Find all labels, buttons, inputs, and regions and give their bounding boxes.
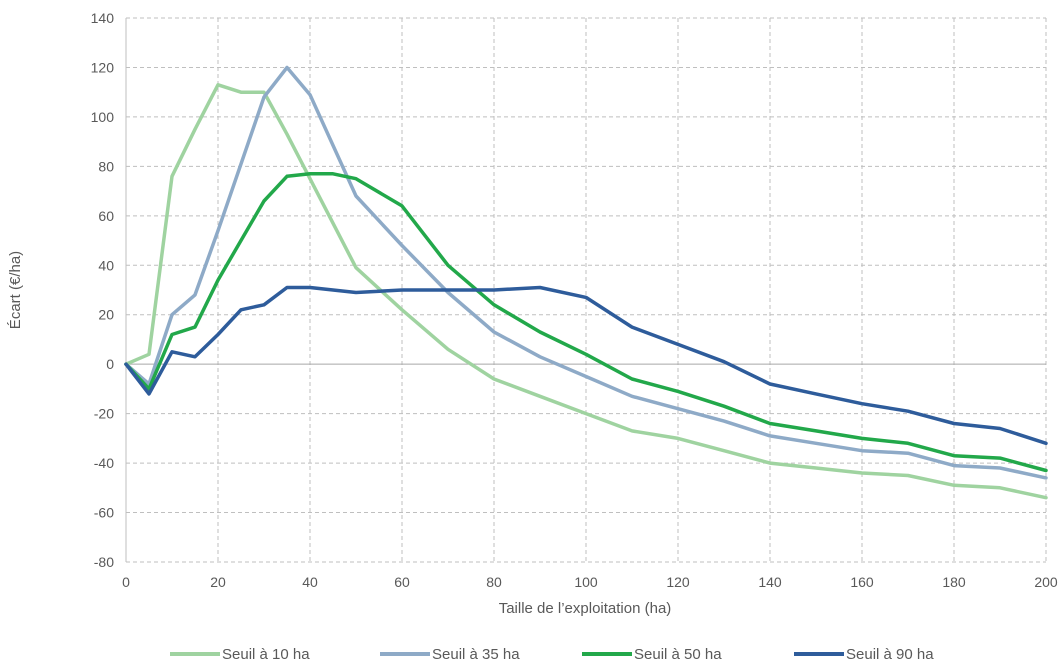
- legend-label: Seuil à 35 ha: [432, 646, 520, 663]
- y-tick-label: 120: [91, 59, 115, 75]
- series-line-3: [124, 172, 1048, 473]
- x-tick-label: 140: [758, 574, 782, 590]
- x-tick-label: 120: [666, 574, 690, 590]
- series-lines: [124, 65, 1048, 500]
- y-tick-label: 80: [98, 158, 114, 174]
- x-tick-label: 100: [574, 574, 598, 590]
- series-line-4: [124, 285, 1048, 446]
- x-tick-label: 180: [942, 574, 966, 590]
- legend: Seuil à 10 ha Seuil à 35 ha Seuil à 50 ha S…: [170, 646, 934, 663]
- legend-item-2: Seuil à 35 ha: [380, 646, 520, 663]
- y-tick-label: 0: [106, 356, 114, 372]
- legend-label: Seuil à 50 ha: [634, 646, 722, 663]
- x-tick-label: 200: [1034, 574, 1058, 590]
- y-tick-label: 20: [98, 307, 114, 323]
- y-tick-label: 40: [98, 257, 114, 273]
- y-tick-label: -20: [94, 406, 114, 422]
- x-tick-label: 40: [302, 574, 318, 590]
- y-tick-labels: -80 -60 -40 -20 0 20 40 60 80 100 120 140: [91, 10, 115, 570]
- x-tick-label: 60: [394, 574, 410, 590]
- x-tick-label: 80: [486, 574, 502, 590]
- legend-item-3: Seuil à 50 ha: [582, 646, 722, 663]
- x-tick-labels: 0 20 40 60 80 100 120 140 160 180 200: [122, 574, 1058, 590]
- grid-lines: [126, 17, 1047, 563]
- series-line-1: [124, 83, 1048, 500]
- y-tick-label: -60: [94, 505, 114, 521]
- y-axis-title: Écart (€/ha): [7, 251, 24, 329]
- x-tick-label: 0: [122, 574, 130, 590]
- legend-label: Seuil à 10 ha: [222, 646, 310, 663]
- x-axis-title: Taille de l’exploitation (ha): [499, 600, 672, 617]
- series-line-2: [124, 65, 1048, 480]
- y-tick-label: -40: [94, 455, 114, 471]
- x-tick-label: 160: [850, 574, 874, 590]
- y-tick-label: 60: [98, 208, 114, 224]
- y-tick-label: 140: [91, 10, 115, 26]
- legend-item-4: Seuil à 90 ha: [794, 646, 934, 663]
- legend-label: Seuil à 90 ha: [846, 646, 934, 663]
- axes: [125, 18, 1046, 562]
- y-tick-label: -80: [94, 554, 114, 570]
- x-tick-label: 20: [210, 574, 226, 590]
- y-tick-label: 100: [91, 109, 115, 125]
- legend-item-1: Seuil à 10 ha: [170, 646, 310, 663]
